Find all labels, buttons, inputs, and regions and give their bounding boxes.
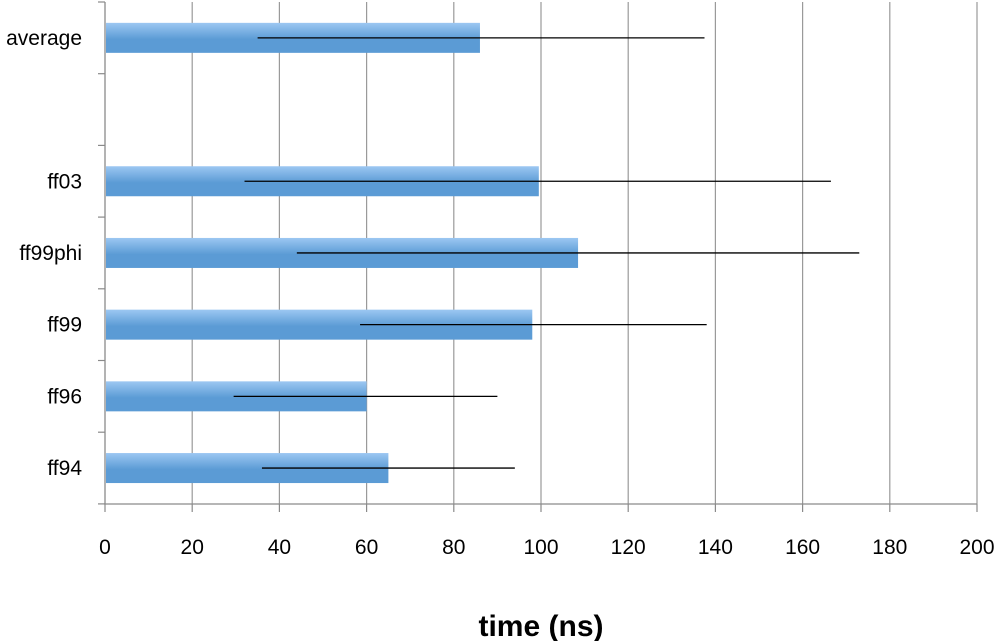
category-label: ff99phi	[19, 242, 82, 265]
x-tick-label: 160	[785, 536, 820, 559]
x-tick-labels: 0 20 40 60 80 100 120 140 160 180 200	[99, 536, 994, 559]
axes	[98, 1, 978, 512]
x-tick-label: 120	[611, 536, 646, 559]
x-tick-label: 80	[442, 536, 465, 559]
error-bars	[233, 37, 860, 469]
category-label: average	[6, 27, 82, 50]
category-labels: average ff03 ff99phi ff99 ff96 ff94	[6, 27, 82, 480]
x-tick-label: 140	[698, 536, 733, 559]
category-label: ff94	[47, 457, 82, 480]
category-label: ff03	[47, 170, 82, 193]
x-tick-label: 0	[99, 536, 111, 559]
category-label: ff96	[47, 385, 82, 408]
x-tick-label: 20	[181, 536, 204, 559]
x-tick-label: 60	[355, 536, 378, 559]
x-tick-label: 40	[268, 536, 291, 559]
x-tick-label: 200	[959, 536, 994, 559]
x-axis-title: time (ns)	[478, 610, 603, 641]
x-tick-label: 180	[872, 536, 907, 559]
category-label: ff99	[47, 314, 82, 337]
x-tick-label: 100	[523, 536, 558, 559]
